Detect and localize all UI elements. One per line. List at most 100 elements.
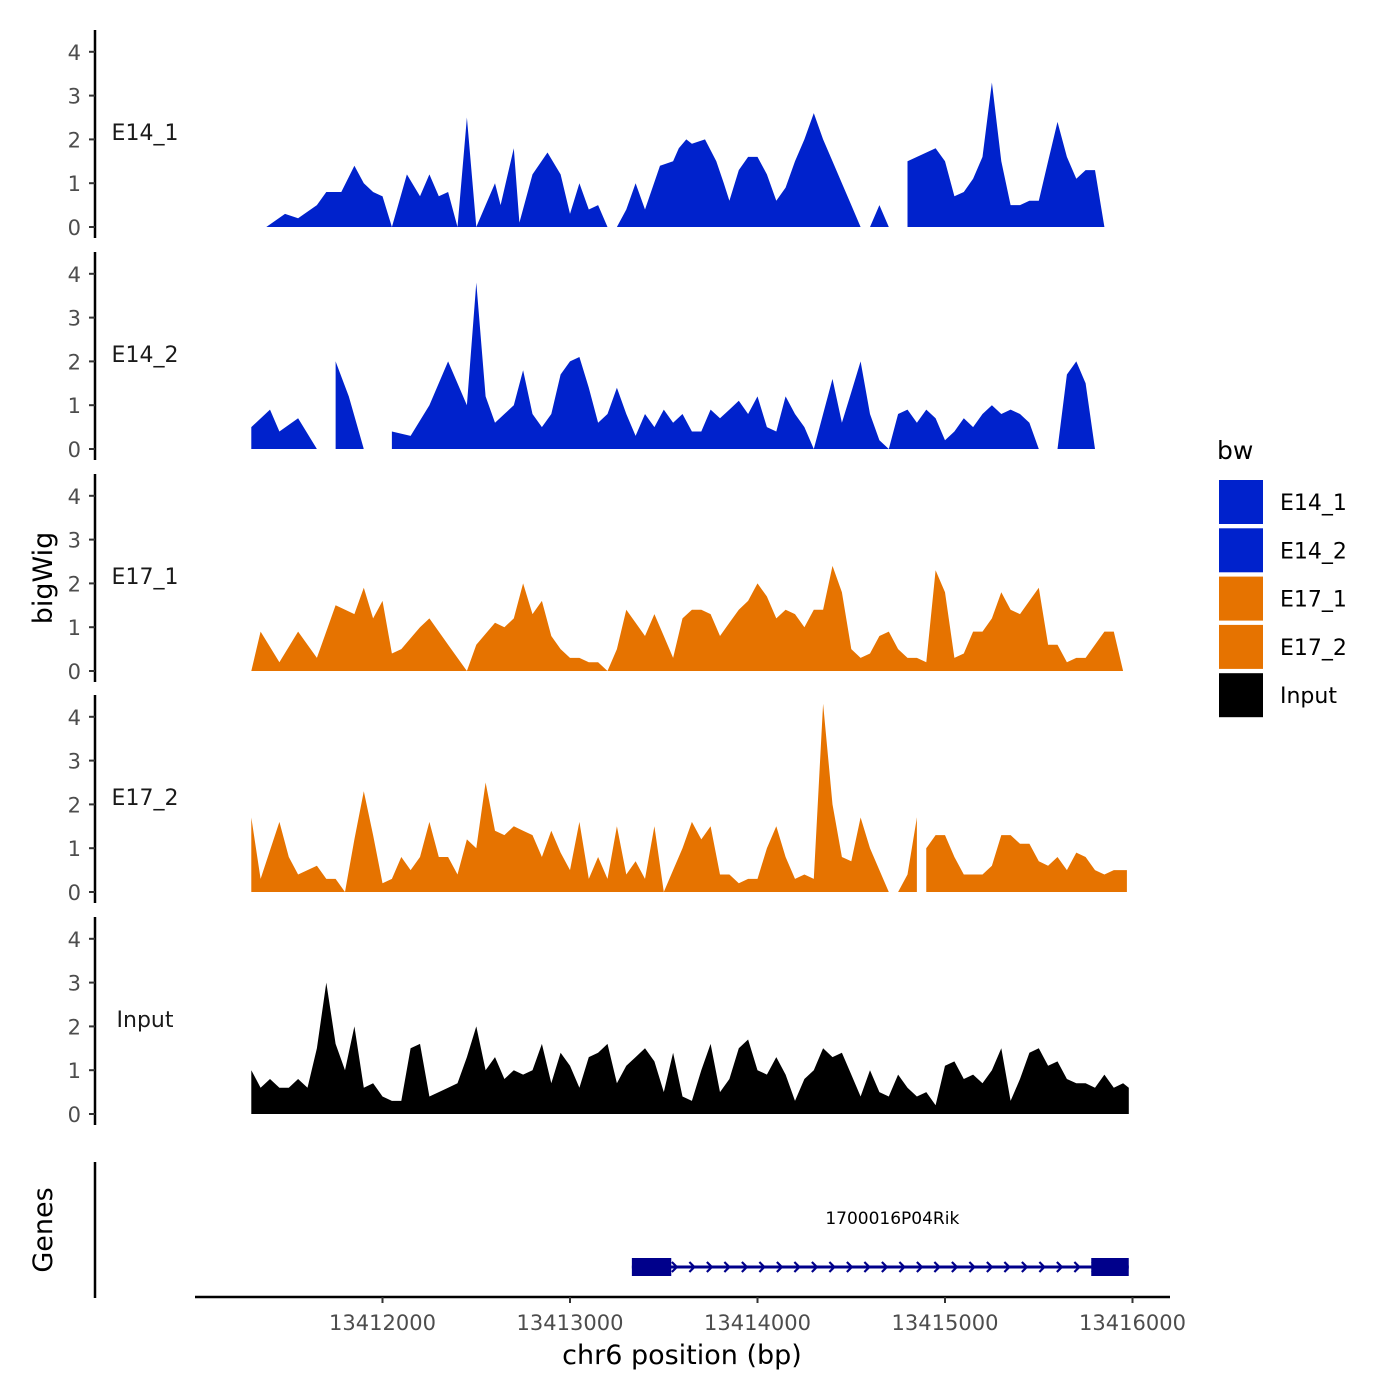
y-tick-label: 0 xyxy=(68,216,81,240)
area-e14_2 xyxy=(251,282,1127,449)
y-tick-label: 4 xyxy=(68,928,81,952)
strand-arrow xyxy=(933,1261,941,1273)
legend-entry: E14_1 xyxy=(1219,480,1347,524)
y-tick-label: 2 xyxy=(68,350,81,374)
track-label: E14_1 xyxy=(112,121,179,146)
y-tick-label: 3 xyxy=(68,529,81,553)
x-tick-label: 13412000 xyxy=(329,1311,436,1335)
strand-arrow xyxy=(1038,1261,1046,1273)
no-data-gap xyxy=(316,250,336,462)
legend-swatch xyxy=(1219,624,1263,669)
y-tick-label: 1 xyxy=(68,616,81,640)
y-tick-label: 3 xyxy=(68,750,81,774)
strand-arrow xyxy=(811,1261,819,1273)
strand-arrow xyxy=(723,1261,731,1273)
strand-arrow xyxy=(1003,1261,1011,1273)
strand-arrow xyxy=(671,1261,679,1273)
track-label: E17_2 xyxy=(112,786,179,811)
legend-label: E17_2 xyxy=(1280,636,1347,661)
strand-arrow xyxy=(1073,1261,1081,1273)
y-tick-label: 1 xyxy=(68,172,81,196)
strand-arrow xyxy=(968,1261,976,1273)
y-tick-label: 4 xyxy=(68,263,81,287)
legend-entry: E17_2 xyxy=(1219,624,1347,669)
legend-entry: Input xyxy=(1219,673,1337,718)
no-data-gap xyxy=(363,250,392,462)
x-tick-label: 13415000 xyxy=(892,1311,999,1335)
y-tick-label: 4 xyxy=(68,485,81,509)
area-e17_1 xyxy=(251,565,1127,671)
y-tick-label: 1 xyxy=(68,1059,81,1083)
no-data-gap xyxy=(916,693,927,905)
gene-exon xyxy=(631,1258,672,1276)
legend-swatch xyxy=(1219,480,1263,524)
y-tick-label: 3 xyxy=(68,85,81,109)
y-axis-title: bigWig xyxy=(28,532,59,625)
legend-label: Input xyxy=(1280,684,1337,709)
strand-arrow xyxy=(916,1261,924,1273)
y-tick-label: 4 xyxy=(68,706,81,730)
x-axis-title: chr6 position (bp) xyxy=(562,1340,802,1371)
gene-exon xyxy=(1091,1258,1129,1276)
strand-arrow xyxy=(828,1261,836,1273)
x-tick-label: 13413000 xyxy=(517,1311,624,1335)
y-tick-label: 2 xyxy=(68,128,81,152)
legend-entry: E17_1 xyxy=(1219,576,1347,621)
legend: bw E14_1 E14_2 E17_1 E17_2 Input xyxy=(1217,436,1347,718)
y-tick-label: 0 xyxy=(68,881,81,905)
gene-1700016p04rik: 1700016P04Rik xyxy=(631,1209,1129,1276)
y-tick-label: 2 xyxy=(68,793,81,817)
track-e14_2: 0 1 2 3 4 E14_2 xyxy=(68,250,1127,462)
legend-label: E14_2 xyxy=(1280,539,1347,564)
strand-arrow xyxy=(1056,1261,1064,1273)
strand-arrow xyxy=(741,1261,749,1273)
genes-panel: Genes 1700016P04Rik xyxy=(28,1162,1129,1298)
track-label: Input xyxy=(117,1008,174,1033)
strand-arrow xyxy=(706,1261,714,1273)
legend-swatch xyxy=(1219,576,1263,621)
no-data-gap xyxy=(900,28,908,240)
area-input xyxy=(251,982,1129,1114)
strand-arrow xyxy=(951,1261,959,1273)
strand-arrow xyxy=(863,1261,871,1273)
y-tick-label: 4 xyxy=(68,41,81,65)
x-axis: 13412000 13413000 13414000 13415000 13416000 xyxy=(195,1295,1186,1335)
y-tick-label: 2 xyxy=(68,572,81,596)
strand-arrow xyxy=(898,1261,906,1273)
strand-arrow xyxy=(776,1261,784,1273)
legend-swatch xyxy=(1219,528,1263,573)
track-e17_1: 0 1 2 3 4 E17_1 xyxy=(68,474,1127,684)
y-tick-label: 3 xyxy=(68,307,81,331)
y-tick-label: 0 xyxy=(68,438,81,462)
genes-track-title: Genes xyxy=(28,1187,59,1272)
legend-swatch xyxy=(1219,673,1263,718)
strand-arrow xyxy=(846,1261,854,1273)
strand-arrow xyxy=(1021,1261,1029,1273)
legend-entry: E14_2 xyxy=(1219,528,1347,573)
signal-tracks: 0 1 2 3 4 E14_1 0 1 2 3 4 E14_2 0 1 2 3 4 E17_1 0 1 2 3 4 E17_2… xyxy=(68,28,1131,1127)
track-label: E17_1 xyxy=(112,565,179,590)
track-e17_2: 0 1 2 3 4 E17_2 xyxy=(68,693,1127,905)
gene-name-label: 1700016P04Rik xyxy=(825,1209,959,1229)
y-tick-label: 1 xyxy=(68,837,81,861)
strand-arrow xyxy=(881,1261,889,1273)
y-tick-label: 1 xyxy=(68,394,81,418)
y-tick-label: 3 xyxy=(68,972,81,996)
strand-arrow xyxy=(793,1261,801,1273)
strand-arrow xyxy=(688,1261,696,1273)
track-e14_1: 0 1 2 3 4 E14_1 xyxy=(68,28,1131,240)
track-label: E14_2 xyxy=(112,343,179,368)
strand-arrow xyxy=(986,1261,994,1273)
track-input: 0 1 2 3 4 Input xyxy=(68,917,1129,1127)
legend-title: bw xyxy=(1217,436,1253,465)
y-tick-label: 2 xyxy=(68,1015,81,1039)
area-e17_2 xyxy=(251,703,1127,892)
area-e14_1 xyxy=(266,82,1131,227)
legend-label: E17_1 xyxy=(1280,588,1347,613)
y-tick-label: 0 xyxy=(68,660,81,684)
strand-arrow xyxy=(758,1261,766,1273)
legend-label: E14_1 xyxy=(1280,491,1347,516)
x-tick-label: 13416000 xyxy=(1079,1311,1186,1335)
y-tick-label: 0 xyxy=(68,1103,81,1127)
